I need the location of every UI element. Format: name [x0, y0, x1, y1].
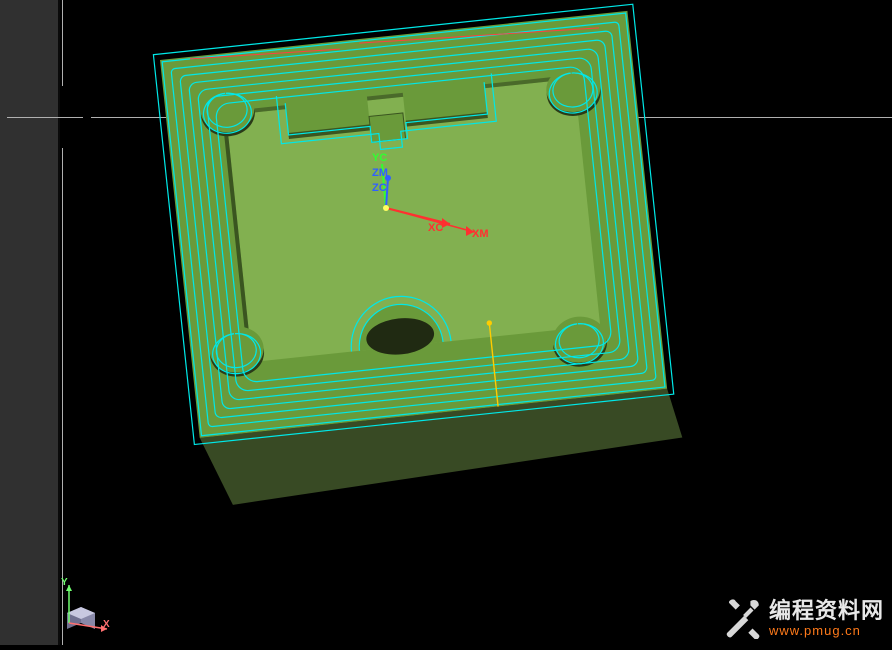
center-notch: [369, 113, 406, 142]
watermark: 编程资料网 www.pmug.cn: [721, 597, 884, 639]
axis-label-xc: XC: [428, 222, 443, 234]
left-gutter: [0, 0, 60, 645]
cad-viewport[interactable]: YC ZM ZC XC XM Y X: [0, 0, 892, 645]
watermark-url: www.pmug.cn: [769, 624, 861, 637]
axis-label-xm: XM: [472, 228, 489, 240]
axis-label-yc: YC: [372, 152, 387, 164]
tools-icon: [721, 597, 763, 639]
triad-label-x: X: [103, 619, 110, 630]
view-triad[interactable]: Y X: [59, 579, 115, 635]
axis-label-zm: ZM: [372, 167, 388, 179]
watermark-title: 编程资料网: [769, 600, 884, 622]
canvas-3d[interactable]: YC ZM ZC XC XM: [60, 0, 892, 645]
triad-label-y: Y: [61, 577, 68, 588]
model-svg: [60, 0, 892, 645]
axis-label-zc: ZC: [372, 182, 387, 194]
